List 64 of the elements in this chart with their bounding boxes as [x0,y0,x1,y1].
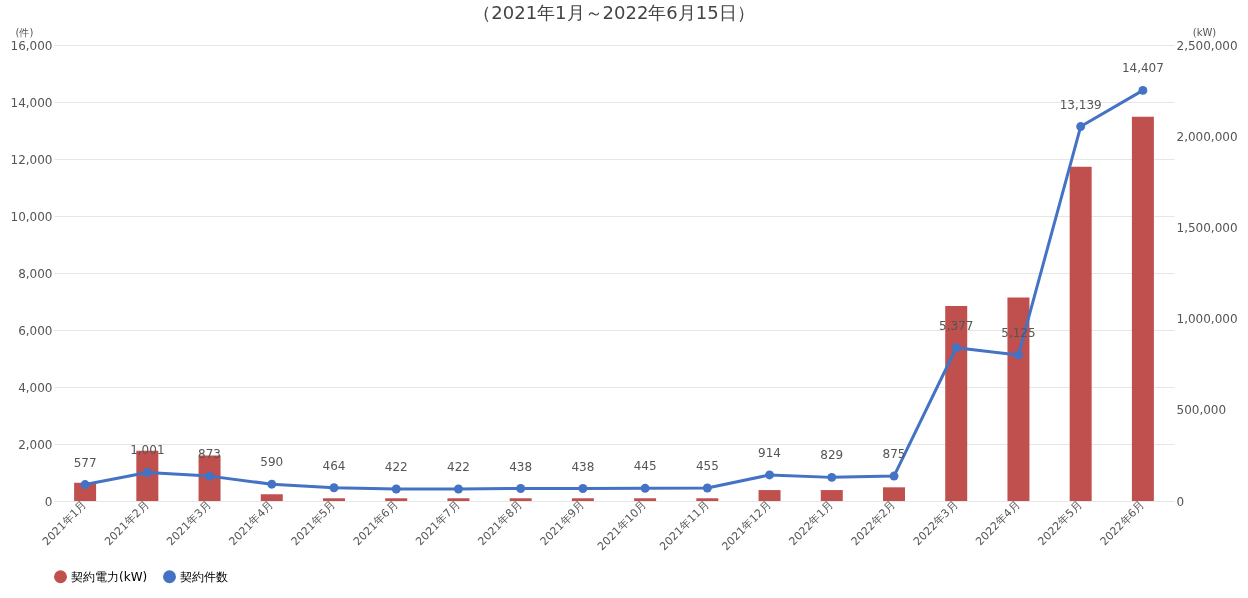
y2-tick-label: 2,000,000 [1176,129,1238,144]
y-tick-label: 14,000 [10,95,53,110]
bar [820,490,843,501]
bar [634,498,657,501]
y-tick-label: 2,000 [18,437,53,452]
y2-axis-title: (kW) [1192,26,1217,38]
point [516,484,526,493]
point [391,484,401,494]
bar [260,494,283,501]
bar [571,498,594,501]
point [205,471,215,481]
y2-tick-label: 0 [1176,494,1185,509]
point [951,343,961,353]
data-label: 445 [633,459,657,474]
bar [883,487,905,501]
data-label: 13,139 [1059,97,1102,112]
data-label: 455 [695,459,719,474]
bar [1069,166,1092,501]
y-tick-label: 10,000 [10,209,53,224]
chart-title: （2021年1月～2022年6月15日） [473,2,755,23]
point [80,480,90,490]
data-label: 14,407 [1121,61,1164,76]
y2-tick-label: 1,000,000 [1176,312,1238,327]
data-label: 577 [73,455,97,470]
bar [447,498,470,501]
data-label: 422 [446,459,470,474]
bar [509,498,532,501]
point [142,468,152,477]
y2-tick-label: 1,500,000 [1176,220,1238,235]
data-label: 914 [758,445,782,460]
y-tick-label: 0 [44,494,53,509]
bar [1131,116,1154,501]
y-tick-label: 16,000 [10,38,53,53]
data-label: 422 [384,459,408,474]
y-axis-title: (件) [15,26,34,38]
legend-label: 契約電力(kW) [71,569,148,584]
data-label: 829 [820,448,844,463]
point [827,472,837,482]
y-tick-label: 8,000 [18,266,53,281]
bar [758,490,781,501]
data-label: 438 [571,459,595,474]
data-label: 438 [509,459,533,474]
point [702,483,712,493]
y-tick-label: 6,000 [18,323,53,338]
point [1076,122,1086,131]
y-tick-label: 4,000 [18,380,53,395]
point [889,471,899,481]
point [1013,350,1023,360]
bar [696,498,719,501]
point [453,484,463,494]
point [578,484,588,493]
legend-label: 契約件数 [180,569,228,584]
point [329,483,339,493]
data-label: 590 [260,455,284,470]
point [765,470,775,480]
point [1138,85,1148,95]
point [267,479,277,489]
y2-tick-label: 500,000 [1176,403,1227,418]
y-tick-label: 12,000 [10,152,53,167]
y2-tick-label: 2,500,000 [1176,38,1238,53]
bar [323,498,345,501]
bar [385,498,408,501]
data-label: 464 [322,458,346,473]
point [640,483,650,493]
